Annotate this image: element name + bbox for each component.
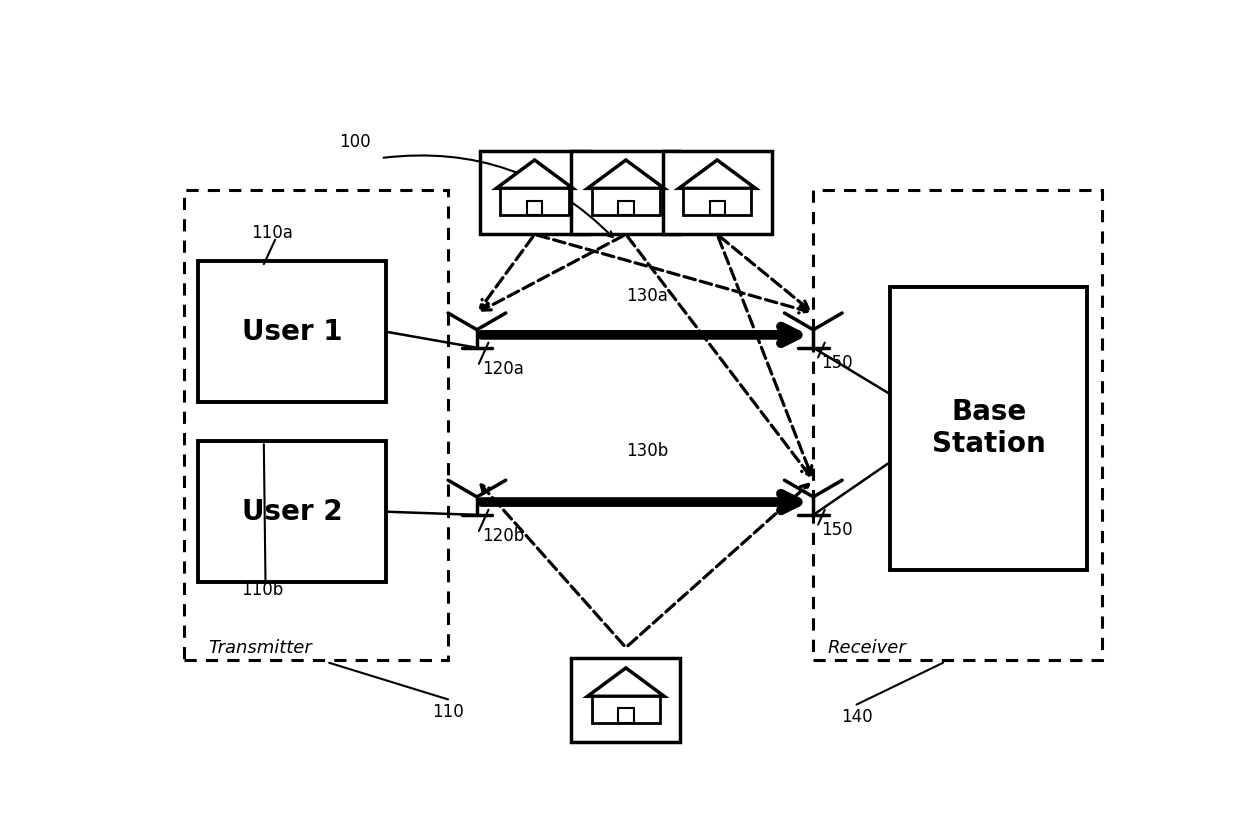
Text: 110a: 110a (250, 225, 293, 242)
FancyBboxPatch shape (198, 441, 386, 583)
Polygon shape (588, 160, 665, 189)
Text: 150: 150 (821, 353, 853, 372)
Text: 110b: 110b (242, 581, 284, 600)
FancyBboxPatch shape (572, 659, 681, 742)
Text: Transmitter: Transmitter (208, 639, 311, 657)
FancyBboxPatch shape (527, 200, 542, 215)
FancyBboxPatch shape (709, 200, 725, 215)
Text: 110: 110 (433, 703, 464, 721)
Polygon shape (496, 160, 573, 189)
FancyBboxPatch shape (619, 200, 634, 215)
Polygon shape (678, 160, 755, 189)
FancyBboxPatch shape (662, 150, 771, 235)
Text: 120a: 120a (481, 360, 523, 378)
FancyBboxPatch shape (480, 150, 589, 235)
Text: User 1: User 1 (242, 317, 342, 346)
FancyBboxPatch shape (890, 286, 1087, 569)
Text: 100: 100 (340, 133, 371, 151)
Text: 130b: 130b (626, 442, 668, 459)
FancyBboxPatch shape (683, 189, 751, 215)
Text: 150: 150 (821, 521, 853, 539)
Text: User 2: User 2 (242, 498, 342, 526)
FancyBboxPatch shape (198, 261, 386, 402)
Text: Base
Station: Base Station (931, 398, 1045, 458)
FancyBboxPatch shape (591, 189, 660, 215)
FancyBboxPatch shape (500, 189, 569, 215)
Text: 140: 140 (841, 708, 873, 726)
Text: Receiver: Receiver (828, 639, 906, 657)
FancyBboxPatch shape (591, 696, 660, 723)
Text: 130a: 130a (626, 287, 668, 306)
Text: 120b: 120b (481, 527, 525, 545)
FancyBboxPatch shape (572, 150, 681, 235)
Polygon shape (588, 668, 665, 696)
FancyBboxPatch shape (619, 708, 634, 723)
